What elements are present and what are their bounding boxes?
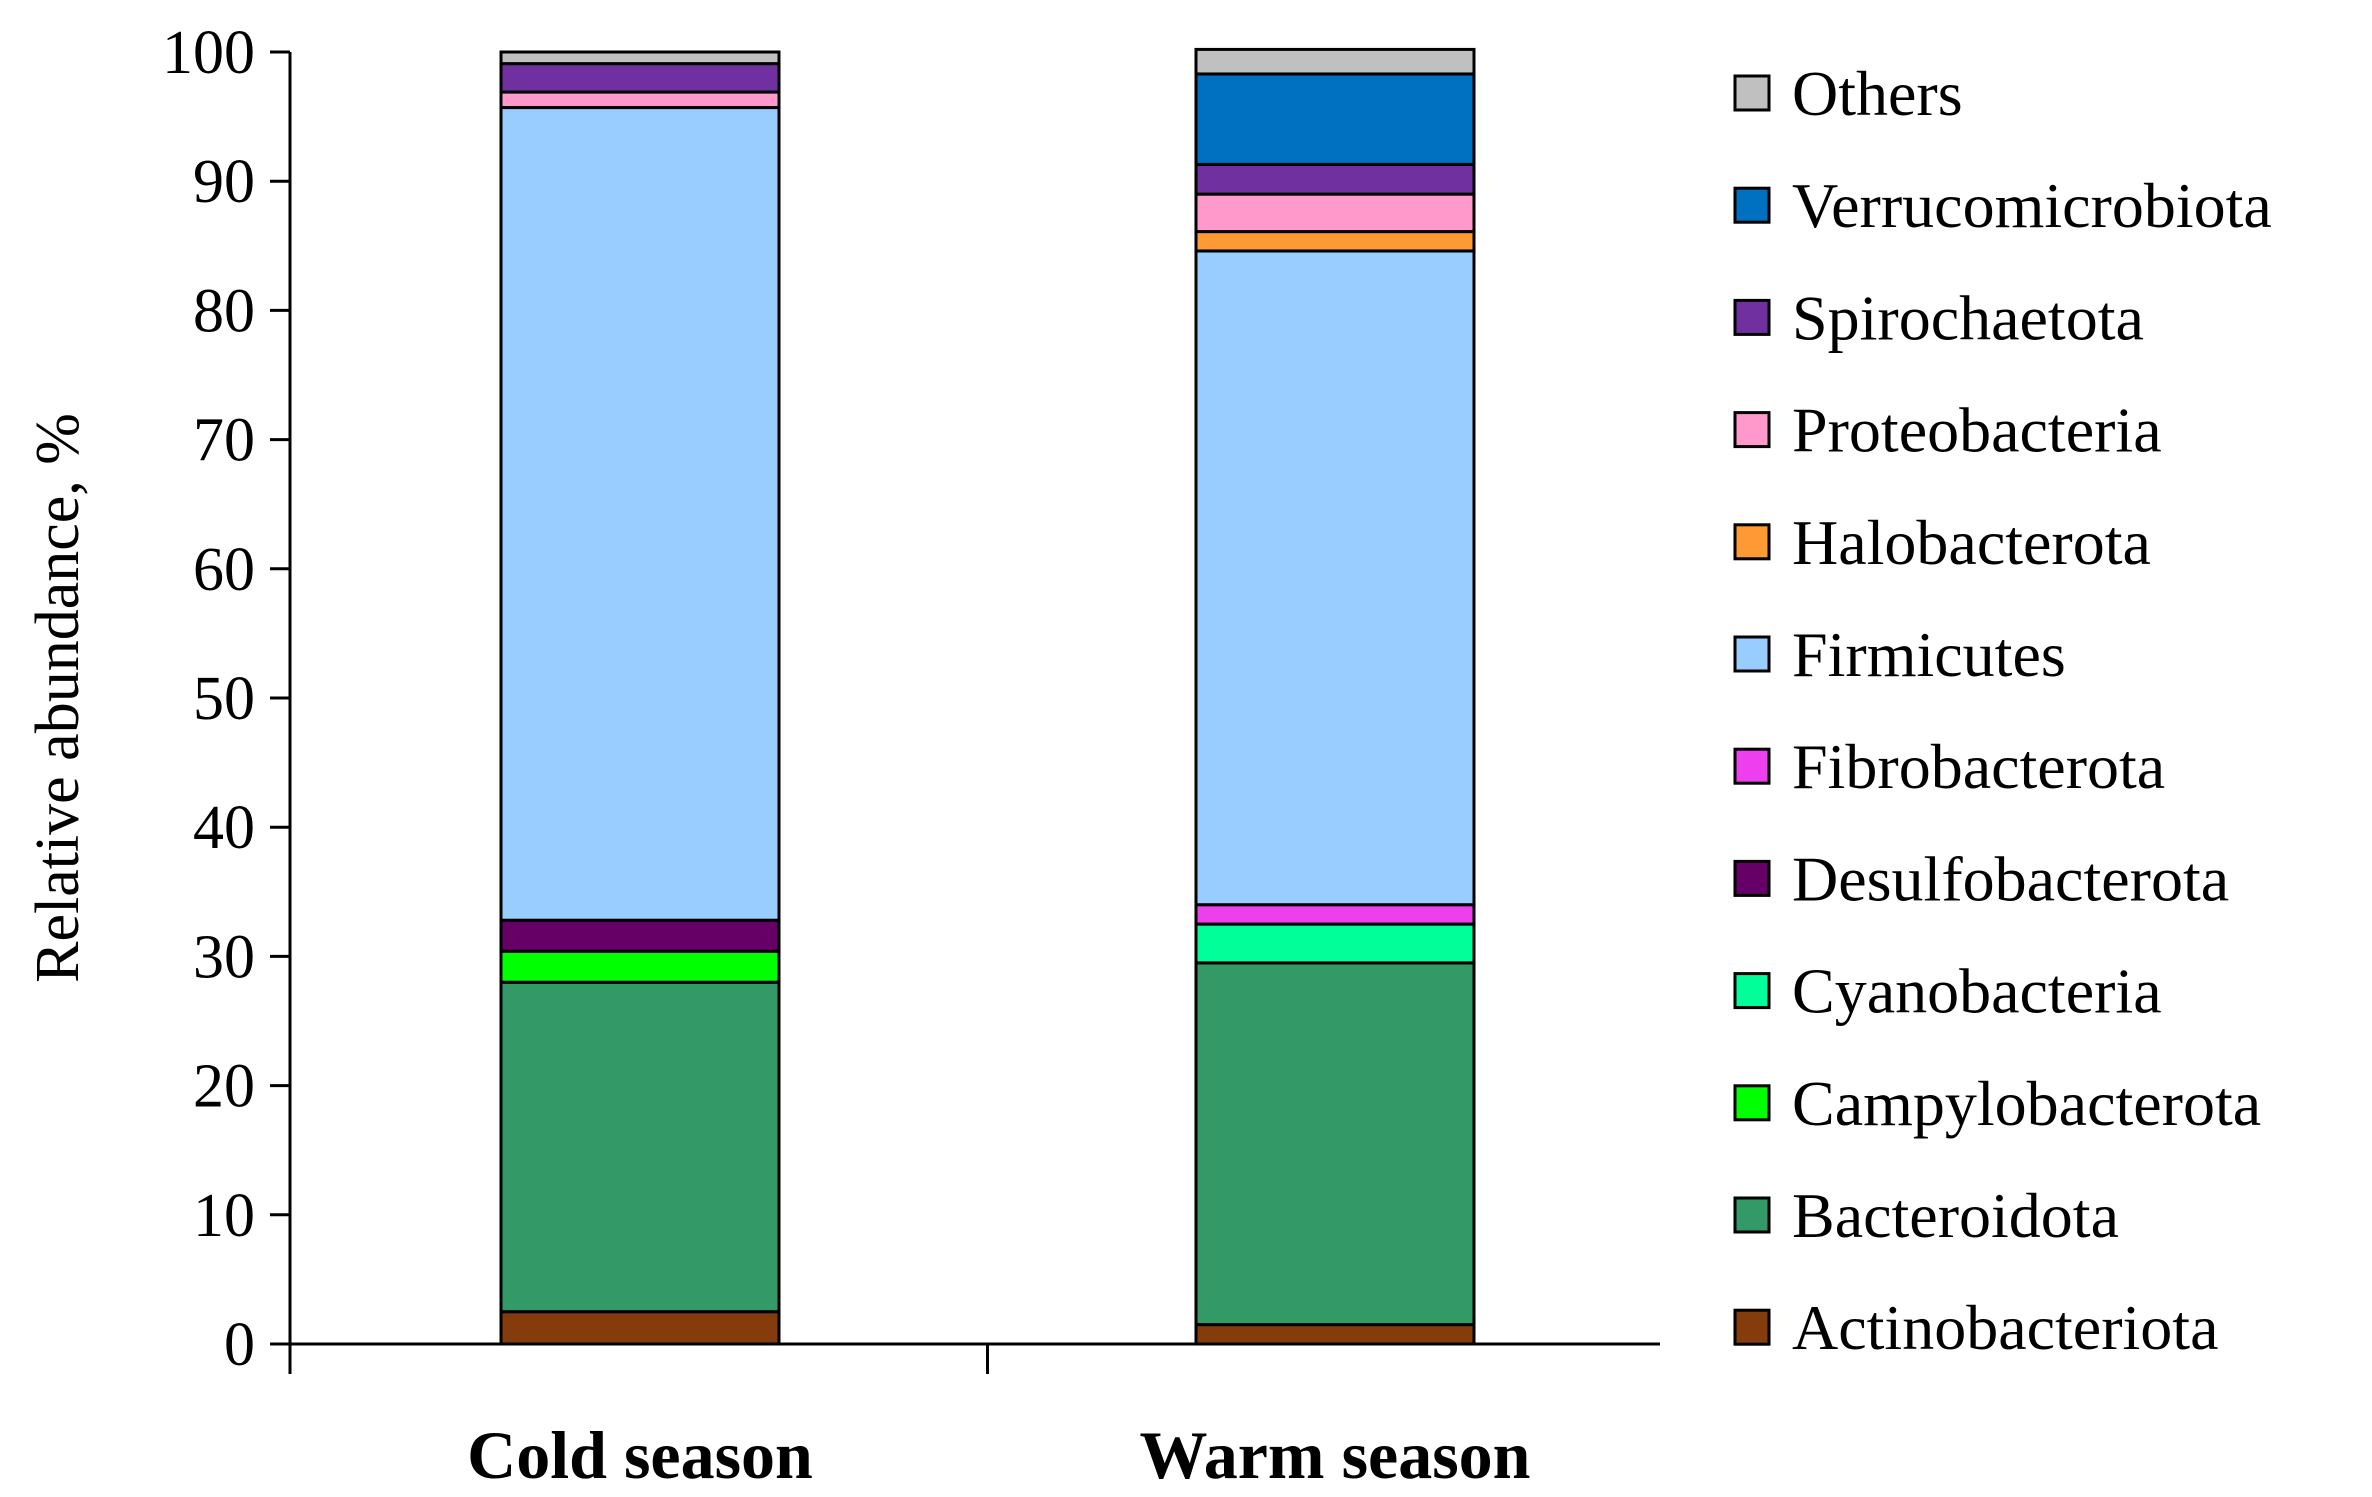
y-tick-label-60: 60 [193, 536, 255, 604]
legend-label-cyanobacteria: Cyanobacteria [1792, 956, 2162, 1027]
bar-segment-warm-season-actinobacteriota [1194, 1323, 1476, 1346]
y-tick-label-10: 10 [193, 1182, 255, 1250]
y-tick-label-0: 0 [224, 1311, 255, 1379]
legend-swatch-proteobacteria [1733, 411, 1771, 449]
bar-segment-cold-season-campylobacterota [499, 949, 781, 984]
legend-label-others: Others [1792, 58, 1963, 129]
y-tick-label-40: 40 [193, 794, 255, 862]
y-tick-label-80: 80 [193, 277, 255, 345]
bar-segment-cold-season-actinobacteriota [499, 1310, 781, 1346]
legend-label-verrucomicrobiota: Verrucomicrobiota [1792, 170, 2272, 241]
bar-segment-cold-season-others [499, 50, 781, 66]
x-category-label-warm-season: Warm season [1140, 1417, 1531, 1493]
bar-segment-warm-season-cyanobacteria [1194, 922, 1476, 965]
bar-segment-cold-season-firmicutes [499, 106, 781, 922]
y-tick-label-30: 30 [193, 923, 255, 991]
bar-segment-warm-season-proteobacteria [1194, 192, 1476, 234]
y-tick-label-50: 50 [193, 665, 255, 733]
legend-label-spirochaetota: Spirochaetota [1792, 282, 2144, 353]
y-tick-label-100: 100 [162, 19, 255, 87]
legend-label-bacteroidota: Bacteroidota [1792, 1180, 2119, 1251]
legend-label-proteobacteria: Proteobacteria [1792, 395, 2162, 466]
legend-label-fibrobacterota: Fibrobacterota [1792, 731, 2165, 802]
legend-label-actinobacteriota: Actinobacteriota [1792, 1292, 2218, 1363]
legend-swatch-desulfobacterota [1733, 859, 1771, 897]
bar-segment-cold-season-spirochaetota [499, 62, 781, 94]
axes-group: 0 10 20 30 40 50 60 70 80 90 100 Relative abundance… [24, 19, 1660, 1493]
bar-segment-warm-season-halobacterota [1194, 230, 1476, 253]
legend-swatch-verrucomicrobiota [1733, 186, 1771, 224]
legend-label-halobacterota: Halobacterota [1792, 507, 2151, 578]
legend-swatch-others [1733, 74, 1771, 112]
y-axis-title: Relative abundance, % [24, 413, 92, 983]
y-tick-label-90: 90 [193, 148, 255, 216]
legend-swatch-spirochaetota [1733, 298, 1771, 336]
bar-segment-warm-season-spirochaetota [1194, 162, 1476, 196]
bar-segment-warm-season-others [1194, 47, 1476, 76]
legend-swatch-actinobacteriota [1733, 1308, 1771, 1346]
legend: Others Verrucomicrobiota Spirochaetota Prot… [1733, 58, 2272, 1363]
y-tick-label-70: 70 [193, 407, 255, 475]
bar-segment-warm-season-firmicutes [1194, 249, 1476, 907]
legend-swatch-firmicutes [1733, 635, 1771, 673]
y-tick-label-20: 20 [193, 1053, 255, 1121]
bar-segment-warm-season-verrucomicrobiota [1194, 72, 1476, 166]
bar-segment-warm-season-fibrobacterota [1194, 903, 1476, 926]
legend-swatch-campylobacterota [1733, 1084, 1771, 1122]
bar-segment-warm-season-bacteroidota [1194, 961, 1476, 1327]
legend-swatch-cyanobacteria [1733, 972, 1771, 1010]
x-category-label-cold-season: Cold season [467, 1417, 813, 1493]
legend-label-desulfobacterota: Desulfobacterota [1792, 843, 2229, 914]
legend-label-firmicutes: Firmicutes [1792, 619, 2066, 690]
legend-label-campylobacterota: Campylobacterota [1792, 1068, 2261, 1139]
bar-segment-cold-season-desulfobacterota [499, 918, 781, 953]
legend-swatch-fibrobacterota [1733, 747, 1771, 785]
legend-swatch-bacteroidota [1733, 1196, 1771, 1234]
bar-segment-cold-season-bacteroidota [499, 980, 781, 1314]
bars-group [499, 47, 1476, 1346]
bar-segment-cold-season-proteobacteria [499, 90, 781, 110]
legend-swatch-halobacterota [1733, 523, 1771, 561]
